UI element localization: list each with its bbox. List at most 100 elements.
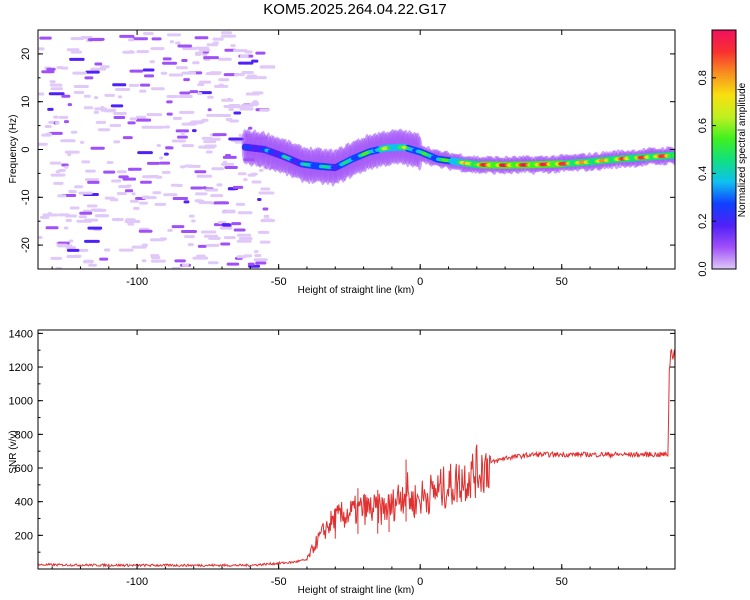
noise-speckle (149, 174, 160, 178)
noise-speckle (176, 66, 188, 70)
noise-speckle (197, 244, 207, 248)
noise-speckle (109, 124, 122, 128)
noise-speckle (258, 191, 275, 195)
noise-speckle (53, 115, 59, 119)
noise-speckle (178, 95, 193, 99)
noise-speckle (113, 140, 121, 144)
noise-speckle (195, 192, 208, 196)
noise-speckle (259, 65, 276, 69)
noise-speckle (45, 226, 59, 230)
noise-speckle (206, 113, 220, 117)
noise-speckle (181, 71, 197, 75)
noise-speckle (126, 184, 132, 188)
noise-speckle (184, 235, 195, 239)
noise-speckle (85, 70, 100, 74)
noise-speckle (183, 200, 190, 204)
noise-speckle (149, 60, 155, 64)
noise-speckle (255, 76, 267, 80)
noise-speckle (122, 177, 137, 181)
noise-speckle (87, 226, 103, 230)
noise-speckle (74, 185, 84, 189)
noise-speckle (84, 178, 100, 182)
noise-speckle (94, 107, 108, 111)
noise-speckle (116, 191, 127, 195)
noise-speckle (72, 71, 87, 75)
noise-speckle (253, 258, 268, 262)
noise-speckle (69, 57, 85, 61)
noise-speckle (166, 112, 173, 116)
noise-speckle (90, 146, 105, 150)
noise-speckle (38, 142, 48, 146)
noise-speckle (163, 193, 178, 197)
noise-speckle (223, 104, 232, 108)
noise-speckle (160, 71, 168, 75)
noise-speckle (58, 169, 66, 173)
noise-speckle (171, 225, 185, 229)
noise-speckle (198, 145, 211, 149)
noise-speckle (91, 208, 104, 212)
noise-speckle (47, 107, 54, 111)
noise-speckle (239, 107, 254, 111)
spectrogram-ylabel: Frequency (Hz) (8, 115, 19, 184)
noise-speckle (168, 73, 184, 77)
noise-speckle (236, 233, 252, 237)
noise-speckle (181, 230, 197, 234)
snr-ylabel: SNR (v/v) (8, 430, 19, 473)
noise-speckle (149, 238, 155, 242)
noise-speckle (226, 262, 240, 266)
noise-speckle (103, 248, 111, 252)
noise-speckle (195, 51, 203, 55)
noise-speckle (139, 201, 148, 205)
noise-speckle (255, 261, 267, 265)
noise-speckle (124, 220, 141, 224)
noise-speckle (141, 243, 148, 247)
noise-speckle (217, 113, 232, 117)
noise-speckle (61, 94, 71, 98)
noise-speckle (141, 259, 147, 263)
noise-speckle (201, 230, 217, 234)
noise-speckle (257, 198, 262, 202)
noise-speckle (179, 165, 186, 169)
x-tick-label: -100 (126, 276, 148, 288)
snr-data (38, 349, 675, 568)
x-tick-label: -100 (126, 576, 148, 588)
noise-speckle (174, 259, 186, 263)
noise-speckle (210, 194, 224, 198)
spectrogram-content (38, 31, 675, 269)
noise-speckle (49, 161, 62, 165)
colorbar-tick-label: 0.8 (697, 70, 709, 85)
noise-speckle (84, 239, 100, 243)
noise-speckle (146, 113, 163, 117)
noise-speckle (162, 57, 172, 61)
noise-speckle (73, 254, 82, 258)
noise-speckle (177, 135, 188, 139)
noise-speckle (207, 108, 212, 112)
noise-speckle (201, 136, 213, 140)
noise-speckle (192, 61, 200, 65)
noise-speckle (70, 50, 82, 54)
noise-speckle (58, 115, 69, 119)
noise-speckle (216, 183, 223, 187)
snr-axes: -100 -50 0 50 200 400 600 800 1000 1200 1400 (9, 328, 676, 588)
noise-speckle (64, 150, 80, 154)
noise-speckle (239, 54, 249, 58)
noise-speckle (79, 140, 85, 144)
noise-speckle (65, 219, 72, 223)
noise-speckle (166, 33, 182, 37)
noise-speckle (191, 219, 196, 223)
noise-speckle (84, 218, 99, 222)
noise-speckle (78, 215, 87, 219)
noise-speckle (233, 228, 246, 232)
noise-speckle (197, 92, 203, 96)
noise-speckle (128, 38, 135, 42)
noise-speckle (166, 100, 173, 104)
noise-speckle (150, 87, 165, 91)
noise-speckle (198, 48, 211, 52)
noise-speckle (218, 83, 224, 87)
noise-speckle (64, 165, 69, 169)
noise-speckle (86, 204, 98, 208)
colorbar: 0.0 0.2 0.4 0.6 0.8 (697, 29, 737, 277)
colorbar-label: Normalized spectral amplitude (737, 82, 748, 217)
noise-speckle (257, 230, 270, 234)
noise-speckle (56, 66, 64, 70)
